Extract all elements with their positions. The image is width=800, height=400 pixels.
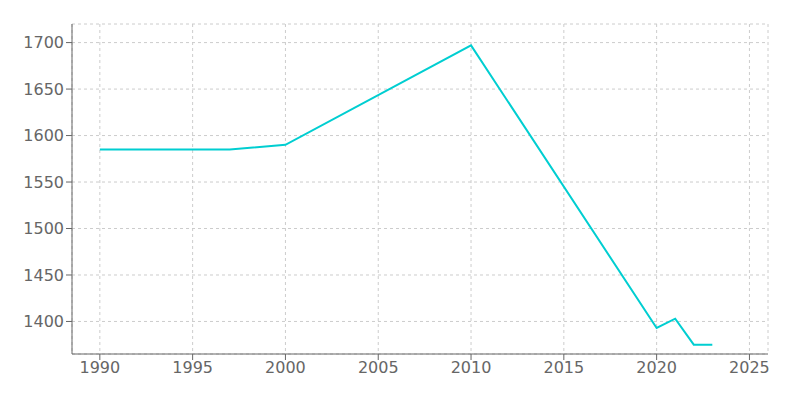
svg-text:2000: 2000 — [265, 358, 306, 377]
svg-text:1650: 1650 — [23, 80, 64, 99]
svg-text:1700: 1700 — [23, 33, 64, 52]
svg-text:1550: 1550 — [23, 173, 64, 192]
svg-text:2025: 2025 — [729, 358, 770, 377]
svg-text:2005: 2005 — [358, 358, 399, 377]
svg-text:1995: 1995 — [172, 358, 213, 377]
svg-text:2010: 2010 — [451, 358, 492, 377]
svg-text:2015: 2015 — [543, 358, 584, 377]
svg-text:1400: 1400 — [23, 312, 64, 331]
svg-text:2020: 2020 — [636, 358, 677, 377]
svg-text:1600: 1600 — [23, 126, 64, 145]
svg-text:1450: 1450 — [23, 266, 64, 285]
svg-text:1500: 1500 — [23, 219, 64, 238]
svg-text:1990: 1990 — [79, 358, 120, 377]
